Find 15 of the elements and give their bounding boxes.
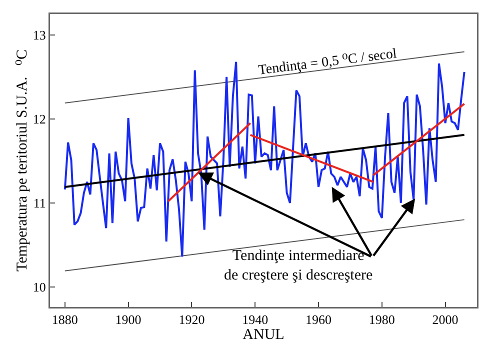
y-tick-label: 11: [33, 195, 46, 210]
y-tick-label: 13: [32, 28, 46, 43]
x-tick-label: 1920: [178, 312, 205, 328]
x-tick-label: 1960: [306, 312, 332, 328]
x-tick-label: 1980: [368, 312, 395, 328]
x-axis-title: ANUL: [242, 327, 284, 344]
x-tick-label: 2000: [432, 312, 458, 328]
x-tick-label: 1900: [115, 312, 142, 328]
y-tick-label: 10: [32, 279, 46, 294]
annotation: Tendinţe intermediare de creştere şi descreştere: [224, 248, 373, 284]
annotation: Tendinţa = 0,5 ⁰C / secol: [258, 46, 398, 78]
x-tick-label: 1940: [242, 312, 268, 328]
x-tick-label: 1880: [52, 312, 78, 328]
y-tick-label: 12: [32, 111, 46, 126]
y-axis-title: Temperatura pe teritoriul S.U.A. ⁰C: [14, 50, 30, 272]
